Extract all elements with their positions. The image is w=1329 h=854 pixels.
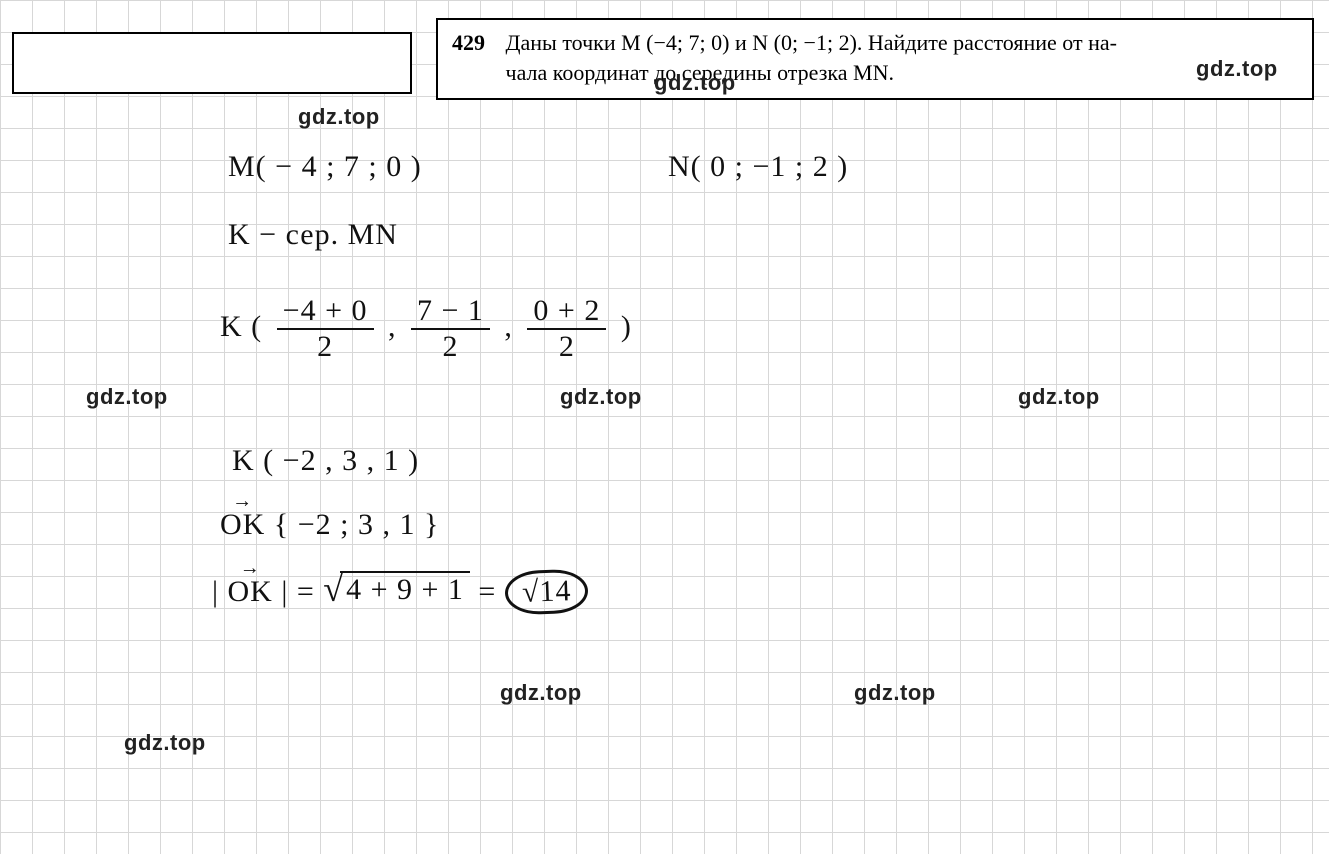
magnitude-line: | OK | = √ 4 + 9 + 1 = √14 xyxy=(212,570,588,614)
vector-OK: OK { −2 ; 3 , 1 } xyxy=(220,508,439,542)
K-result: K ( −2 , 3 , 1 ) xyxy=(232,444,419,478)
watermark: gdz.top xyxy=(298,104,380,130)
watermark: gdz.top xyxy=(1018,384,1100,410)
mag-radicand: 4 + 9 + 1 xyxy=(340,571,470,607)
mag-eq: = xyxy=(297,575,323,608)
problem-number: 429 xyxy=(452,28,500,58)
mid-y-bot: 2 xyxy=(442,330,458,362)
mid-x-top: −4 + 0 xyxy=(277,296,374,330)
mag-sqrt: √ 4 + 9 + 1 xyxy=(323,571,470,607)
watermark: gdz.top xyxy=(1196,56,1278,82)
problem-statement: 429 Даны точки M (−4; 7; 0) и N (0; −1; … xyxy=(436,18,1314,100)
mid-prefix: K ( xyxy=(220,310,262,343)
given-M: M( − 4 ; 7 ; 0 ) xyxy=(228,150,422,184)
vector-OK-label: OK xyxy=(220,508,265,542)
mag-eq2: = xyxy=(478,575,504,608)
mag-bar2: | xyxy=(281,575,288,608)
mag-bar1: | xyxy=(212,575,219,608)
mid-z-bot: 2 xyxy=(559,330,575,362)
mid-sep2: , xyxy=(504,310,513,343)
midpoint-formula: K ( −4 + 0 2 , 7 − 1 2 , 0 + 2 2 ) xyxy=(220,296,632,362)
watermark: gdz.top xyxy=(654,70,736,96)
watermark: gdz.top xyxy=(560,384,642,410)
watermark: gdz.top xyxy=(124,730,206,756)
mid-y-top: 7 − 1 xyxy=(411,296,490,330)
problem-line1: Даны точки M (−4; 7; 0) и N (0; −1; 2). … xyxy=(506,30,1118,55)
mid-x-bot: 2 xyxy=(317,330,333,362)
watermark: gdz.top xyxy=(854,680,936,706)
watermark: gdz.top xyxy=(86,384,168,410)
mid-suffix: ) xyxy=(621,310,632,343)
mid-z-frac: 0 + 2 2 xyxy=(527,296,606,362)
blank-label-box xyxy=(12,32,412,94)
mid-y-frac: 7 − 1 2 xyxy=(411,296,490,362)
watermark: gdz.top xyxy=(500,680,582,706)
mid-sep1: , xyxy=(388,310,397,343)
vector-OK-coords: { −2 ; 3 , 1 } xyxy=(274,508,440,541)
given-N: N( 0 ; −1 ; 2 ) xyxy=(668,150,848,184)
mid-x-frac: −4 + 0 2 xyxy=(277,296,374,362)
mag-vec: OK xyxy=(228,575,273,609)
K-definition: K − сер. MN xyxy=(228,218,398,252)
mag-answer: √14 xyxy=(504,569,589,616)
grid-background xyxy=(0,0,1329,854)
mid-z-top: 0 + 2 xyxy=(527,296,606,330)
problem-body: Даны точки M (−4; 7; 0) и N (0; −1; 2). … xyxy=(506,28,1296,87)
